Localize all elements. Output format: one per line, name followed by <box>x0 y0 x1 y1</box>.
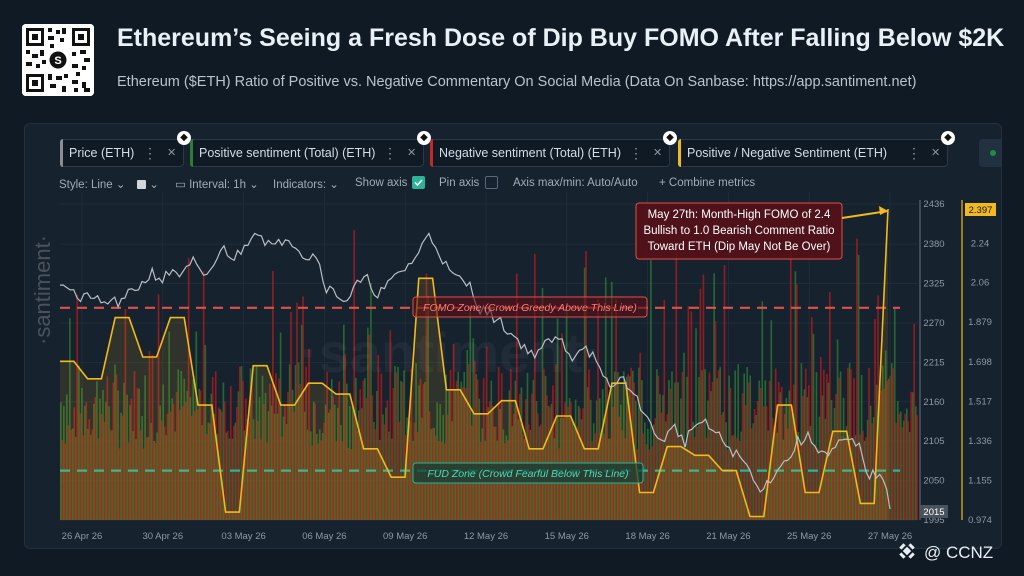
page-title: Ethereum’s Seeing a Fresh Dose of Dip Bu… <box>117 24 1005 52</box>
more-icon[interactable]: ⋮ <box>143 145 157 161</box>
tab-ratio[interactable]: Positive / Negative Sentiment (ETH) ⋮ ✕ … <box>678 131 955 167</box>
svg-text:S: S <box>54 55 61 67</box>
tab-color-bar <box>60 139 63 167</box>
side-panel-toggle[interactable] <box>979 139 1001 167</box>
pin-axis-checkbox[interactable] <box>485 176 498 189</box>
check-icon <box>414 179 423 187</box>
indicators-select[interactable]: Indicators: ⌄ <box>273 179 339 191</box>
calendar-icon: ▭ <box>175 179 186 191</box>
page-subtitle: Ethereum ($ETH) Ratio of Positive vs. Ne… <box>117 74 917 90</box>
credit-label: @ CCNZ <box>924 542 994 562</box>
combine-metrics-button[interactable]: + Combine metrics <box>659 177 756 189</box>
ethereum-icon: ◆ <box>177 131 191 145</box>
pin-axis-label: Pin axis <box>439 177 480 189</box>
ethereum-icon: ◆ <box>417 131 431 145</box>
show-axis-checkbox[interactable] <box>412 176 425 189</box>
tab-color-bar <box>678 139 681 167</box>
tab-label: Positive / Negative Sentiment (ETH) <box>687 146 888 160</box>
santiment-side-logo: ·santiment· <box>30 234 55 345</box>
axis-minmax-select[interactable]: Axis max/min: Auto/Auto <box>513 177 638 189</box>
status-dot-icon <box>990 150 996 156</box>
style-select[interactable]: Style: Line ⌄ <box>59 179 126 191</box>
tab-color-bar <box>190 139 193 167</box>
tab-label: Price (ETH) <box>69 146 135 160</box>
tab-label: Negative sentiment (Total) (ETH) <box>439 146 622 160</box>
close-icon[interactable]: ✕ <box>931 147 941 159</box>
qr-code: S <box>22 24 94 96</box>
ethereum-icon: ◆ <box>941 131 955 145</box>
more-icon[interactable]: ⋮ <box>383 145 397 161</box>
tab-color-bar <box>430 139 433 167</box>
close-icon[interactable]: ✕ <box>407 147 417 159</box>
close-icon[interactable]: ✕ <box>653 147 663 159</box>
interval-select[interactable]: ▭ Interval: 1h ⌄ <box>175 179 259 191</box>
more-icon[interactable]: ⋮ <box>907 145 921 161</box>
color-swatch-icon <box>137 180 146 190</box>
tab-price[interactable]: Price (ETH) ⋮ ✕ ◆ <box>60 131 191 167</box>
color-select[interactable]: ⌄ <box>137 177 159 191</box>
show-axis-label: Show axis <box>355 177 408 189</box>
tab-positive-sentiment[interactable]: Positive sentiment (Total) (ETH) ⋮ ✕ ◆ <box>190 131 431 167</box>
close-icon[interactable]: ✕ <box>167 147 177 159</box>
more-icon[interactable]: ⋮ <box>629 145 643 161</box>
ethereum-icon: ◆ <box>663 131 677 145</box>
binance-logo-icon <box>896 540 918 567</box>
tab-negative-sentiment[interactable]: Negative sentiment (Total) (ETH) ⋮ ✕ ◆ <box>430 131 677 167</box>
tab-label: Positive sentiment (Total) (ETH) <box>199 146 376 160</box>
credit: @ CCNZ <box>896 540 993 567</box>
